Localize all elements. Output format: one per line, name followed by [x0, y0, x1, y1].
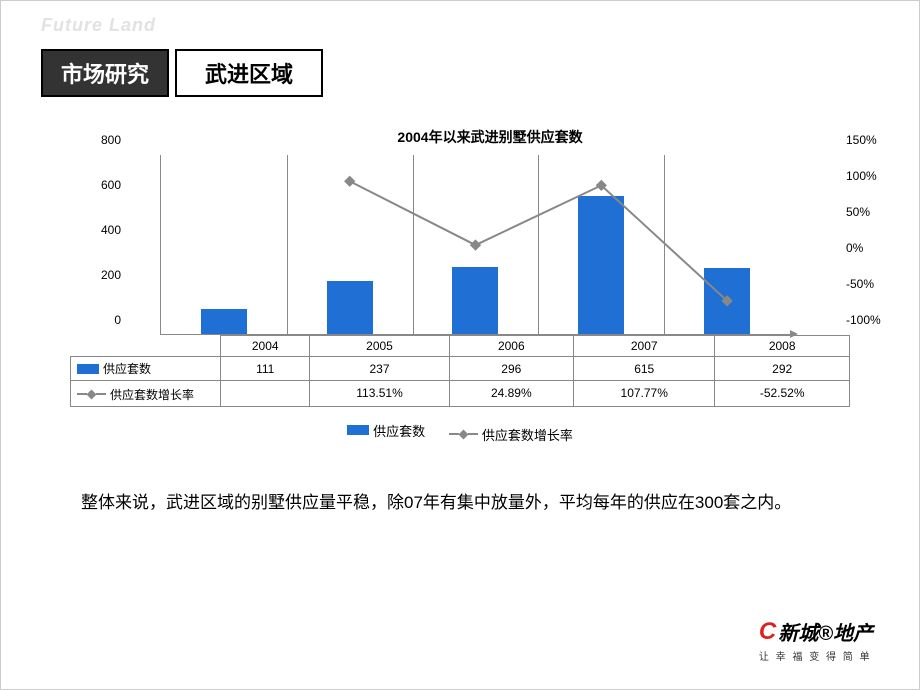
- legend-item-line: 供应套数增长率: [449, 425, 573, 444]
- table-cell: 107.77%: [574, 381, 715, 407]
- watermark-text: Future Land: [41, 15, 156, 36]
- table-cell: [221, 381, 310, 407]
- table-cell: 237: [310, 357, 449, 381]
- tab-market-research: 市场研究: [41, 49, 169, 97]
- summary-text: 整体来说，武进区域的别墅供应量平稳，除07年有集中放量外，平均每年的供应在300…: [41, 490, 879, 516]
- bar-swatch-icon: [347, 425, 369, 435]
- table-cell: 2004: [221, 336, 310, 357]
- bar-swatch-icon: [77, 364, 99, 374]
- axis-arrow-icon: [790, 330, 798, 338]
- table-cell: 2006: [449, 336, 574, 357]
- chart-title: 2004年以来武进别墅供应套数: [101, 127, 879, 147]
- tab-region: 武进区域: [175, 49, 323, 97]
- table-cell: -52.52%: [715, 381, 850, 407]
- table-cell: 24.89%: [449, 381, 574, 407]
- brand-tagline: 让 幸 福 变 得 简 单: [759, 648, 873, 663]
- bar-group: [161, 155, 790, 334]
- line-swatch-icon: [77, 391, 106, 398]
- table-cell: 113.51%: [310, 381, 449, 407]
- legend-item-bar: 供应套数: [347, 421, 425, 440]
- table-cell: 615: [574, 357, 715, 381]
- table-row-line-series: 供应套数增长率 113.51% 24.89% 107.77% -52.52%: [71, 381, 850, 407]
- chart-plot: 0200400600800 -100%-50%0%50%100%150%: [160, 155, 790, 335]
- chart-container: 0200400600800 -100%-50%0%50%100%150% 200…: [70, 155, 850, 444]
- brand-c-icon: C: [759, 618, 776, 646]
- row-header-line: 供应套数增长率: [71, 381, 221, 407]
- chart-legend: 供应套数 供应套数增长率: [70, 421, 850, 444]
- table-cell: 2008: [715, 336, 850, 357]
- table-cell: 292: [715, 357, 850, 381]
- slide: Future Land 市场研究 武进区域 2004年以来武进别墅供应套数 02…: [0, 0, 920, 690]
- brand-logo: C 新城®地产 让 幸 福 变 得 简 单: [759, 617, 873, 663]
- data-table: 2004 2005 2006 2007 2008 供应套数 111 237 29…: [70, 335, 850, 407]
- table-cell: 111: [221, 357, 310, 381]
- table-cell: 2007: [574, 336, 715, 357]
- row-header-bar: 供应套数: [71, 357, 221, 381]
- table-cell: 296: [449, 357, 574, 381]
- table-cell: 2005: [310, 336, 449, 357]
- line-swatch-icon: [449, 431, 478, 438]
- brand-name: 新城®地产: [778, 617, 873, 646]
- table-row-categories: 2004 2005 2006 2007 2008: [71, 336, 850, 357]
- table-row-bar-series: 供应套数 111 237 296 615 292: [71, 357, 850, 381]
- header-tabs: 市场研究 武进区域: [41, 49, 879, 97]
